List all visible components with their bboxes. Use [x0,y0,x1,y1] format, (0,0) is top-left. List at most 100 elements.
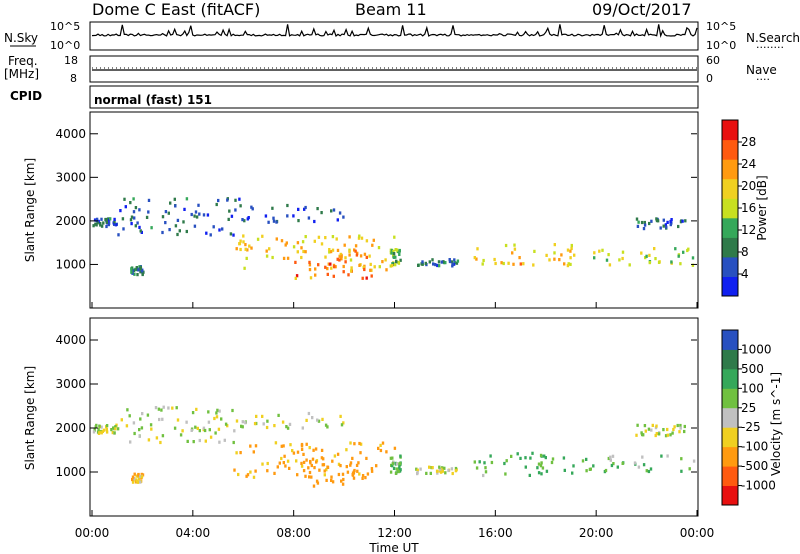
scatter-cell [451,262,454,267]
scatter-cell [550,460,554,465]
scatter-cell [315,479,319,483]
scatter-cell [239,239,242,243]
scatter-cell [641,455,644,459]
colorbar-segment [722,349,738,370]
scatter-cell [307,411,311,416]
scatter-cell [330,266,333,270]
scatter-cell [162,405,165,409]
scatter-cell [365,239,369,243]
scatter-cell [100,217,103,221]
scatter-cell [302,452,305,456]
scatter-cell [150,427,153,431]
scatter-cell [271,206,274,210]
scatter-cell [349,461,353,465]
scatter-cell [98,430,101,434]
scatter-cell [643,223,647,227]
scatter-cell [231,408,234,413]
scatter-cell [359,254,363,258]
scatter-cell [304,205,307,210]
scatter-cell [161,417,164,421]
scatter-cell [132,421,136,425]
scatter-cell [642,463,646,467]
scatter-cell [354,244,358,248]
scatter-cell [569,249,572,253]
scatter-cell [160,408,163,412]
xtick-label: 12:00 [377,526,412,540]
scatter-cell [524,456,527,460]
scatter-cell [358,234,361,238]
scatter-cell [347,273,350,277]
scatter-cell [324,265,327,269]
scatter-cell [334,265,337,269]
scatter-cell [636,423,639,427]
velocity-panel-frame [89,317,699,517]
scatter-cell [140,472,143,476]
scatter-cell [237,472,240,477]
scatter-cell [238,197,241,201]
scatter-cell [314,267,317,271]
scatter-cell [308,446,311,450]
scatter-cell [353,248,356,252]
scatter-cell [238,242,242,246]
scatter-cell [310,475,313,479]
scatter-cell [331,248,335,252]
scatter-cell [107,221,111,225]
scatter-cell [372,238,375,242]
xtick-label: 20:00 [579,526,614,540]
ytick-label: 3000 [55,377,86,391]
scatter-cell [276,465,279,469]
scatter-cell [551,457,555,461]
scatter-cell [234,198,237,202]
scatter-cell [280,444,283,448]
scatter-cell [313,239,316,243]
scatter-cell [389,456,393,460]
ytick-label: 4000 [55,333,86,347]
cpid-label: CPID [10,89,42,103]
scatter-cell [655,219,659,223]
scatter-cell [245,474,248,478]
nave-tick-bottom: 0 [706,72,713,85]
scatter-cell [139,480,142,484]
scatter-cell [136,480,140,484]
scatter-cell [528,473,531,477]
scatter-cell [338,254,341,258]
scatter-cell [300,255,303,260]
scatter-cell [447,468,450,473]
scatter-cell [651,423,654,427]
scatter-cell [545,469,549,473]
scatter-cell [655,217,658,221]
scatter-cell [519,262,522,266]
scatter-cell [666,454,669,458]
scatter-cell [138,225,141,229]
scatter-cell [167,406,170,410]
scatter-cell [190,428,193,432]
scatter-cell [358,472,361,476]
scatter-cell [179,433,183,437]
xtick-label: 04:00 [176,526,211,540]
scatter-cell [138,434,141,438]
scatter-cell [379,448,383,453]
scatter-cell [313,219,316,224]
freq-tick-top: 18 [64,54,78,67]
scatter-cell [136,273,139,277]
colorbar-tick-label: 100 [741,381,764,395]
scatter-cell [394,255,397,259]
scatter-cell [618,258,621,262]
scatter-cell [297,219,300,223]
scatter-cell [117,233,120,237]
scatter-cell [424,261,427,265]
scatter-cell [316,418,319,422]
scatter-cell [122,227,125,231]
nsearch-tick-top: 10^5 [706,20,736,33]
scatter-cell [321,463,324,467]
scatter-cell [441,469,444,473]
scatter-cell [369,268,372,272]
scatter-cell [274,441,278,445]
scatter-cell [110,428,113,432]
nsearch-dots: ........ [756,38,784,51]
scatter-cell [244,421,247,425]
scatter-cell [159,440,162,445]
colorbar-segment [722,330,738,350]
scatter-cell [339,252,342,256]
scatter-cell [213,416,216,421]
